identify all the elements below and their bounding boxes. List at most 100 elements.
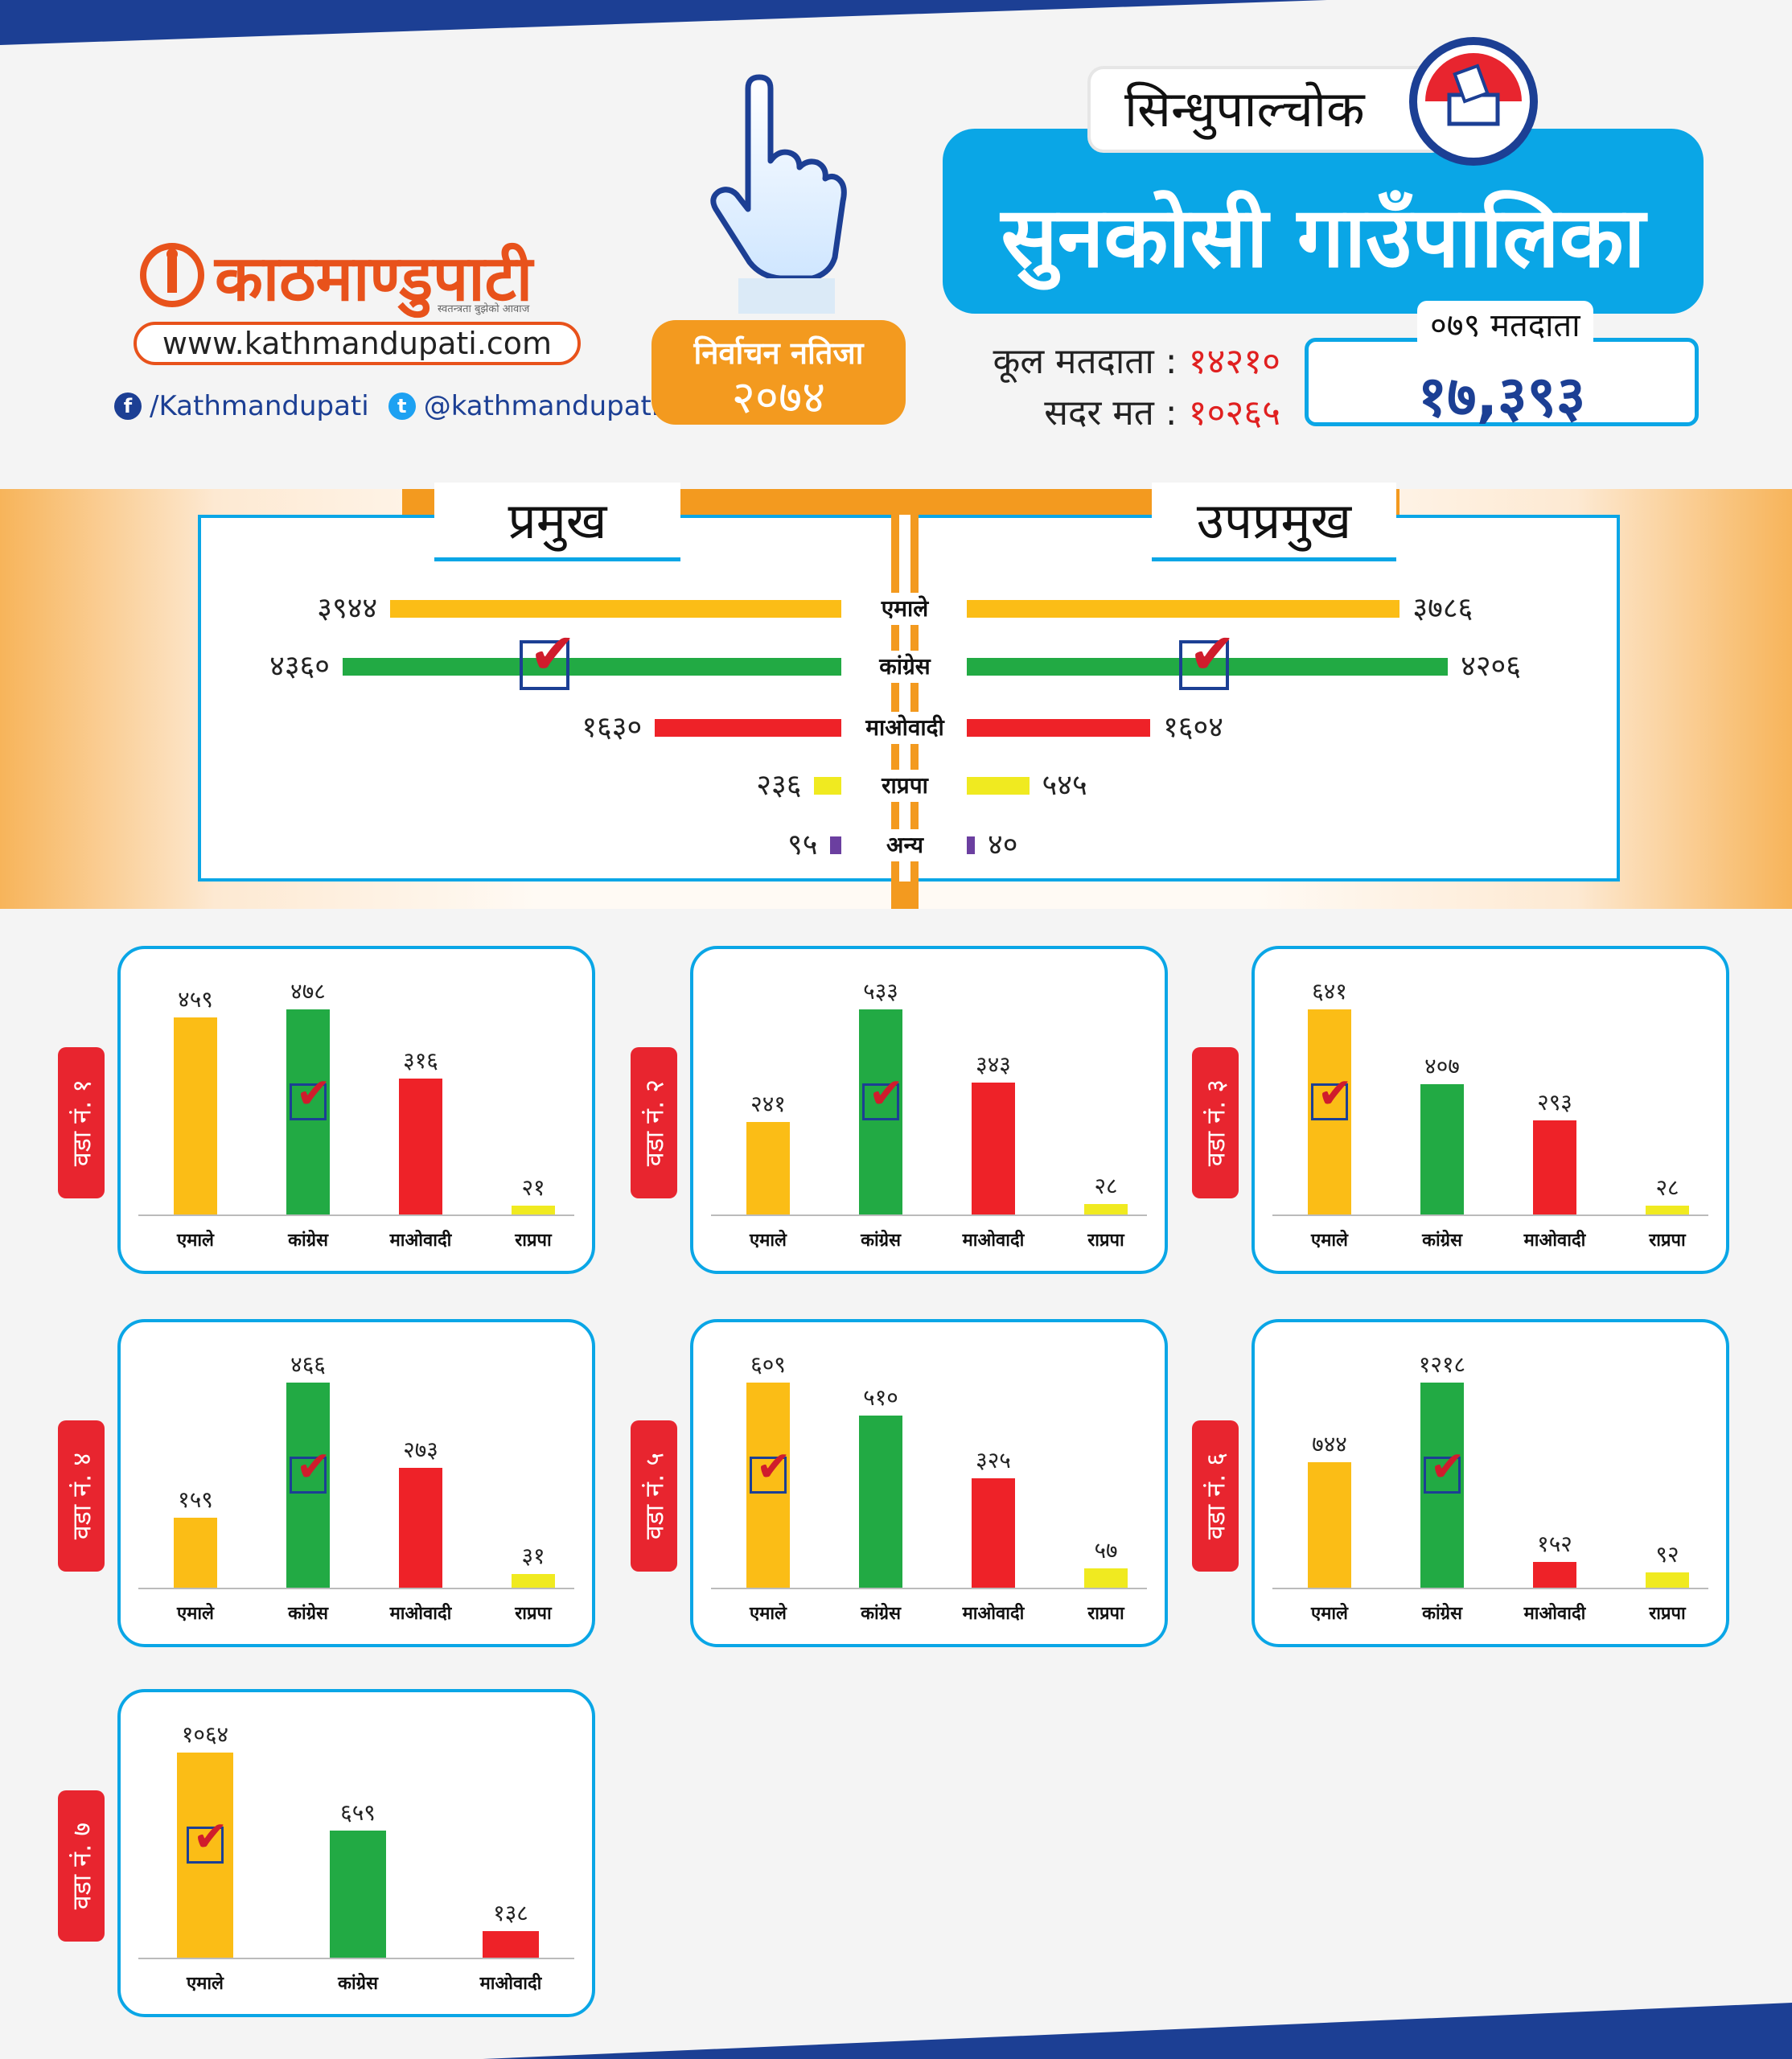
ward-title-5: वडा नं. ५ — [639, 1452, 670, 1540]
ward-6-bar-3 — [1646, 1572, 1689, 1588]
deputy-winner-tick: ✔ — [1179, 621, 1236, 690]
party-label-4: अन्य — [854, 829, 956, 861]
ward-3-value-2: २९३ — [1537, 1089, 1572, 1116]
brand-name: काठमाण्डुपाटी — [215, 243, 533, 315]
ward-5-value-0: ६०९ — [750, 1351, 786, 1378]
ward-2-category-0: एमाले — [750, 1231, 787, 1251]
ward-7-category-1: कांग्रेस — [338, 1974, 378, 1994]
ward-2-category-1: कांग्रेस — [861, 1231, 901, 1251]
ward-6-category-2: माओवादी — [1523, 1604, 1586, 1624]
facebook-icon: f — [114, 392, 142, 420]
ward-7-category-2: माओवादी — [479, 1974, 542, 1994]
ward-baseline-2 — [711, 1214, 1147, 1216]
ward-7-value-2: १३८ — [493, 1899, 528, 1926]
ward-2-winner-tick: ✔ — [862, 1070, 904, 1120]
ward-3-category-3: राप्रपा — [1649, 1231, 1686, 1251]
ward-7-bar-0 — [177, 1753, 233, 1958]
deputy-heading: उपप्रमुख — [1152, 483, 1396, 561]
ward-5-bar-2 — [972, 1477, 1015, 1588]
deputy-value-1: ४२०६ — [1461, 650, 1521, 683]
ward-card-4 — [117, 1319, 595, 1647]
ward-3-category-2: माओवादी — [1523, 1231, 1586, 1251]
brand-logo: काठमाण्डुपाटी स्वतन्त्रता बुझेको आवाज — [138, 233, 557, 315]
ward-2-value-3: २८ — [1094, 1172, 1118, 1199]
ward-tag-5: वडा नं. ५ — [631, 1420, 677, 1572]
ward-3-bar-1 — [1420, 1084, 1464, 1214]
ward-7-bar-1 — [330, 1831, 386, 1958]
ward-4-category-1: कांग्रेस — [288, 1604, 328, 1624]
ward-1-value-1: ४७८ — [290, 978, 326, 1005]
checkmark-icon: ✔ — [296, 1069, 331, 1118]
panel-divider-inner — [899, 515, 910, 882]
ward-4-value-1: ४६६ — [290, 1351, 326, 1378]
ward-4-value-2: २७३ — [403, 1436, 438, 1463]
ward-3-value-3: २८ — [1655, 1173, 1679, 1201]
ward-baseline-1 — [138, 1214, 574, 1216]
facebook-handle[interactable]: /Kathmandupati — [150, 390, 369, 422]
ward-4-category-2: माओवादी — [389, 1604, 452, 1624]
deputy-bar-3 — [967, 777, 1030, 795]
ward-1-bar-1 — [286, 1009, 330, 1214]
ward-3-winner-tick: ✔ — [1311, 1070, 1353, 1120]
ward-3-category-0: एमाले — [1311, 1231, 1348, 1251]
website-url[interactable]: www.kathmandupati.com — [134, 322, 581, 365]
vote-stats: कूल मतदाता : १४२१० सदर मत : १०२६५ — [943, 336, 1280, 439]
twitter-handle[interactable]: @kathmandupati1 — [423, 390, 676, 422]
ward-6-bar-2 — [1533, 1562, 1576, 1588]
municipality-banner: सुनकोसी गाउँपालिका — [943, 129, 1704, 314]
ward-1-bar-3 — [512, 1205, 555, 1214]
twitter-icon: t — [388, 392, 416, 420]
ward-6-bar-0 — [1308, 1462, 1351, 1588]
checkmark-icon: ✔ — [529, 621, 577, 687]
ward-7-category-0: एमाले — [187, 1974, 224, 1994]
ward-5-value-1: ५१० — [863, 1384, 898, 1412]
deputy-bar-0 — [967, 600, 1400, 618]
ward-1-value-3: २१ — [521, 1173, 545, 1201]
ward-1-category-0: एमाले — [177, 1231, 214, 1251]
ward-7-value-1: ६५९ — [340, 1799, 376, 1827]
chief-value-4: ९५ — [787, 828, 818, 861]
ward-4-bar-2 — [399, 1467, 442, 1588]
district-label: सिन्धुपाल्चोक — [1091, 69, 1445, 150]
ward-1-value-2: ३१६ — [403, 1047, 438, 1075]
chief-bar-0 — [390, 600, 841, 618]
brand-tagline: स्वतन्त्रता बुझेको आवाज — [438, 303, 530, 315]
ward-4-bar-0 — [174, 1517, 217, 1588]
party-label-2: माओवादी — [854, 712, 956, 744]
total-voters-value: १४२१० — [1188, 341, 1280, 382]
ward-4-bar-3 — [512, 1574, 555, 1588]
ward-1-value-0: ४५९ — [178, 986, 213, 1013]
ward-3-bar-0 — [1308, 1009, 1351, 1214]
ward-tag-3: वडा नं. ३ — [1192, 1047, 1239, 1198]
checkmark-icon: ✔ — [193, 1812, 228, 1861]
deputy-bar-1 — [967, 658, 1449, 676]
party-label-1: कांग्रेस — [854, 651, 956, 683]
valid-votes-label: सदर मत : — [1044, 392, 1178, 434]
ward-1-bar-0 — [174, 1017, 217, 1214]
voters-079-label: ०७९ मतदाता — [1417, 301, 1593, 351]
checkmark-icon: ✔ — [756, 1442, 791, 1491]
ward-5-bar-1 — [859, 1416, 902, 1588]
ward-4-category-0: एमाले — [177, 1604, 214, 1624]
deputy-value-3: ५४५ — [1042, 769, 1087, 802]
ward-1-category-1: कांग्रेस — [288, 1231, 328, 1251]
ward-6-value-2: १५२ — [1537, 1531, 1572, 1558]
voting-finger-icon — [710, 74, 847, 314]
chief-value-0: ३९४४ — [317, 592, 378, 625]
voters-079-value: १७,३९३ — [1417, 364, 1586, 429]
ward-6-category-0: एमाले — [1311, 1604, 1348, 1624]
chief-value-3: २३६ — [756, 769, 802, 802]
deputy-value-2: १६०४ — [1163, 711, 1223, 744]
ward-baseline-6 — [1272, 1588, 1708, 1589]
ward-3-value-1: ४०७ — [1424, 1053, 1460, 1080]
ward-6-category-1: कांग्रेस — [1422, 1604, 1462, 1624]
bottom-stripe — [483, 2003, 1792, 2059]
ward-title-3: वडा नं. ३ — [1200, 1079, 1231, 1167]
social-links: f /Kathmandupati t @kathmandupati1 — [114, 386, 676, 426]
ward-tag-1: वडा नं. १ — [58, 1047, 105, 1198]
ward-5-category-0: एमाले — [750, 1604, 787, 1624]
ballot-box-icon — [1409, 37, 1538, 166]
ward-7-bar-2 — [483, 1930, 539, 1958]
deputy-bar-2 — [967, 719, 1151, 737]
ward-2-category-3: राप्रपा — [1087, 1231, 1124, 1251]
